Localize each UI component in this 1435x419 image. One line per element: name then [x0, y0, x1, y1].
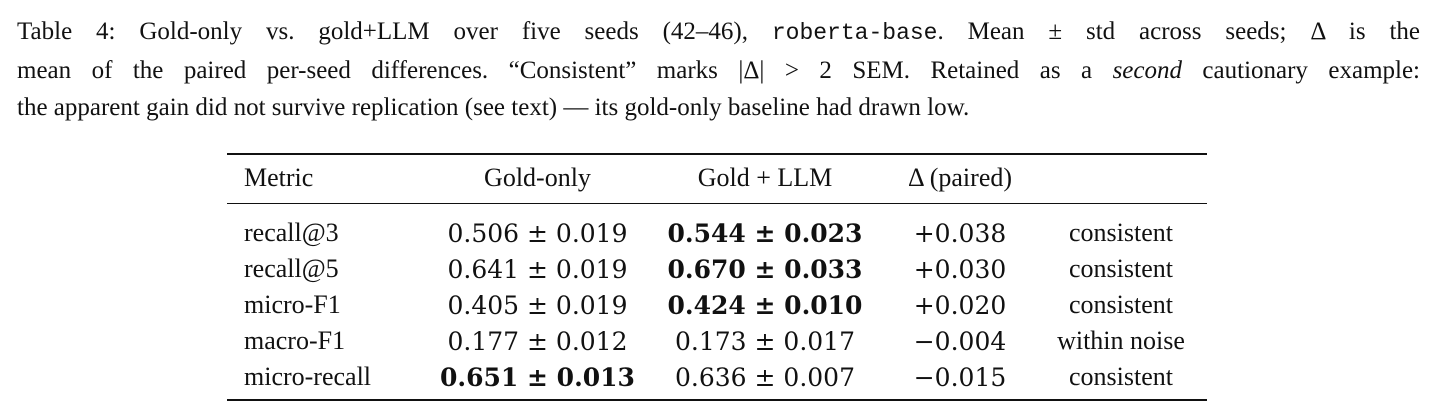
gold-only-cell: 0.405 ± 0.019: [447, 290, 628, 320]
table-grid: Metric Gold-only Gold + LLM Δ (paired) r…: [227, 153, 1207, 395]
delta-cell: +0.030: [913, 254, 1007, 284]
table-row: recall@3 0.506 ± 0.019 0.544 ± 0.023 +0.…: [227, 203, 1207, 251]
table-body: recall@3 0.506 ± 0.019 0.544 ± 0.023 +0.…: [227, 203, 1207, 395]
metric-cell: recall@3: [244, 218, 339, 247]
note-cell: consistent: [1069, 290, 1173, 319]
header-gold-only: Gold-only: [484, 163, 591, 192]
table-row: macro-F1 0.177 ± 0.012 0.173 ± 0.017 −0.…: [227, 323, 1207, 359]
caption-text: . Retained as a: [903, 57, 1113, 84]
delta-cell: −0.015: [913, 362, 1007, 392]
metric-cell: micro-F1: [244, 290, 341, 319]
header-note: [1035, 153, 1207, 203]
header-gold-llm: Gold + LLM: [697, 163, 833, 192]
delta-cell: −0.004: [913, 326, 1007, 356]
sem-label: SEM: [852, 57, 904, 84]
caption-text: . Mean ± std across seeds; Δ is the: [937, 18, 1420, 45]
table-caption: Table 4: Gold-only vs. gold+LLM over fiv…: [17, 13, 1420, 126]
gold-llm-cell: 0.173 ± 0.017: [675, 326, 855, 356]
header-row: Metric Gold-only Gold + LLM Δ (paired): [227, 153, 1207, 203]
metric-cell: recall@5: [244, 254, 339, 283]
caption-emphasis: second: [1112, 57, 1182, 84]
note-cell: consistent: [1069, 254, 1173, 283]
gold-llm-cell: 0.544 ± 0.023: [667, 218, 863, 248]
gold-only-cell: 0.506 ± 0.019: [447, 218, 628, 248]
delta-cell: +0.038: [913, 218, 1007, 248]
gold-only-cell: 0.177 ± 0.012: [447, 326, 628, 356]
table-row: micro-F1 0.405 ± 0.019 0.424 ± 0.010 +0.…: [227, 287, 1207, 323]
gold-only-cell: 0.651 ± 0.013: [440, 362, 635, 392]
metric-cell: macro-F1: [244, 326, 346, 355]
table-row: micro-recall 0.651 ± 0.013 0.636 ± 0.007…: [227, 359, 1207, 395]
note-cell: consistent: [1069, 218, 1173, 247]
table-row: recall@5 0.641 ± 0.019 0.670 ± 0.033 +0.…: [227, 251, 1207, 287]
caption-text: Table 4: Gold-only vs. gold+LLM over fiv…: [17, 18, 772, 45]
header-metric: Metric: [244, 163, 314, 192]
gold-only-cell: 0.641 ± 0.019: [447, 254, 628, 284]
header-delta: Δ (paired): [907, 163, 1013, 192]
note-cell: within noise: [1057, 326, 1185, 355]
header-rule: [227, 203, 1207, 204]
note-cell: consistent: [1069, 362, 1173, 391]
top-rule: [227, 153, 1207, 155]
gold-llm-cell: 0.636 ± 0.007: [675, 362, 855, 392]
bottom-rule: [227, 399, 1207, 401]
gold-llm-cell: 0.670 ± 0.033: [667, 254, 863, 284]
model-name: roberta-base: [771, 20, 938, 46]
delta-cell: +0.020: [913, 290, 1007, 320]
caption-text: mean of the paired per-seed differences.…: [17, 57, 853, 84]
caption-line-2: mean of the paired per-seed differences.…: [17, 52, 1420, 89]
caption-line-1: Table 4: Gold-only vs. gold+LLM over fiv…: [17, 13, 1420, 52]
gold-llm-cell: 0.424 ± 0.010: [667, 290, 863, 320]
caption-text: cautionary example:: [1181, 57, 1420, 84]
metric-cell: micro-recall: [244, 362, 372, 391]
caption-line-3: the apparent gain did not survive replic…: [17, 94, 970, 121]
